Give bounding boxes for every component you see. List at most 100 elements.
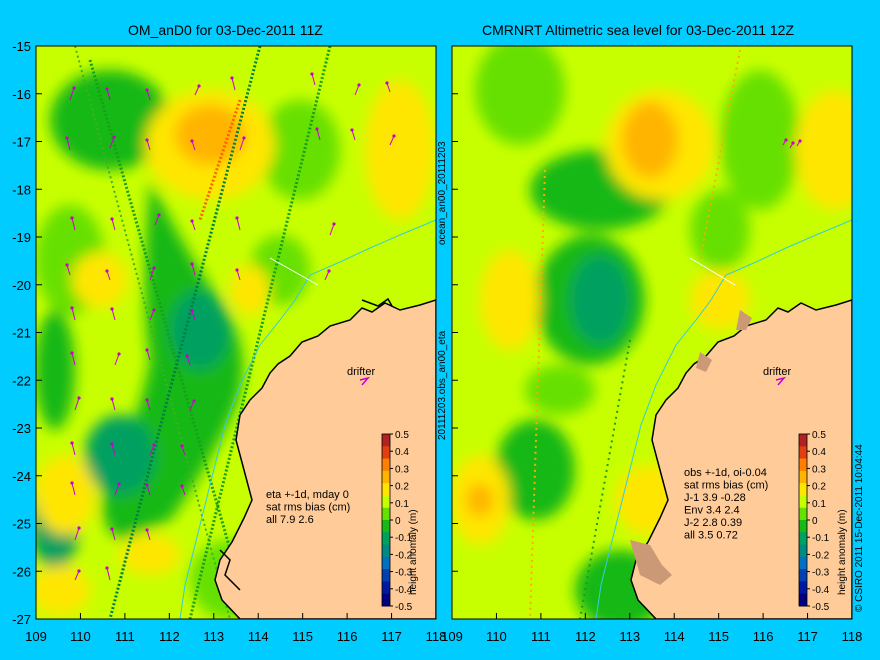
colorbar-swatch [382, 593, 390, 607]
colorbar-swatch [382, 495, 390, 509]
colorbar-swatch [799, 446, 807, 460]
lat-tick-label: -19 [12, 230, 31, 245]
left-lon-tick-label: 115 [292, 629, 313, 644]
colorbar-swatch [382, 532, 390, 546]
info-line: obs +-1d, oi-0.04 [684, 467, 767, 479]
colorbar-tick-label: 0.2 [395, 482, 409, 493]
left-lon-tick-label: 116 [337, 629, 358, 644]
lat-tick-label: -16 [12, 87, 31, 102]
colorbar-tick-label: -0.1 [395, 533, 413, 544]
colorbar-swatch [799, 532, 807, 546]
right-lon-tick-label: 115 [708, 629, 729, 644]
colorbar-tick-label: -0.5 [812, 602, 830, 613]
right-lon-tick-label: 113 [619, 629, 640, 644]
left-lon-tick-label: 118 [426, 629, 447, 644]
right-lon-tick-label: 117 [797, 629, 818, 644]
right-colorbar-label: height anomaly (m) [837, 509, 848, 595]
lat-tick-label: -27 [12, 612, 31, 627]
colorbar-swatch [799, 520, 807, 533]
colorbar-tick-label: 0.4 [395, 447, 409, 458]
left-land-mass [214, 299, 436, 619]
colorbar-swatch [799, 434, 807, 447]
colorbar-swatch [799, 556, 807, 570]
colorbar-tick-label: 0 [812, 516, 818, 527]
left-lon-tick-label: 113 [203, 629, 224, 644]
lat-tick-label: -20 [12, 278, 31, 293]
right-map-panel [452, 46, 852, 619]
right-lon-tick-label: 110 [486, 629, 507, 644]
colorbar-swatch [382, 507, 390, 521]
right-lon-tick-label: 118 [842, 629, 863, 644]
colorbar-tick-label: -0.4 [812, 585, 830, 596]
left-map-panel [36, 46, 436, 619]
colorbar-swatch [382, 544, 390, 558]
right-drifter-vectors [782, 138, 802, 149]
lat-tick-label: -22 [12, 373, 31, 388]
info-line: sat rms bias (cm) [266, 502, 350, 514]
right-lon-tick-label: 112 [575, 629, 596, 644]
lat-tick-label: -26 [12, 564, 31, 579]
colorbar-swatch [799, 593, 807, 607]
colorbar-swatch [382, 569, 390, 582]
lat-tick-label: -24 [12, 469, 31, 484]
info-line: all 3.5 0.72 [684, 530, 738, 542]
colorbar-swatch [799, 470, 807, 484]
colorbar-tick-label: -0.2 [395, 550, 413, 561]
middle-bottom-side-label: 20111203.obs_an00_eta [437, 330, 448, 440]
lat-tick-label: -15 [12, 39, 31, 54]
colorbar-swatch [382, 446, 390, 460]
left-lon-tick-label: 117 [381, 629, 402, 644]
info-line: sat rms bias (cm) [684, 480, 768, 492]
colorbar-swatch [799, 569, 807, 582]
colorbar-swatch [799, 495, 807, 509]
info-line: J-2 2.8 0.39 [684, 517, 742, 529]
right-lon-tick-label: 111 [531, 629, 551, 644]
colorbar-tick-label: 0.3 [812, 464, 826, 475]
colorbar-swatch [382, 434, 390, 447]
left-lon-tick-label: 110 [70, 629, 91, 644]
right-lon-tick-label: 114 [664, 629, 685, 644]
left-lon-tick-label: 111 [115, 629, 135, 644]
colorbar-tick-label: 0.1 [395, 499, 409, 510]
right-drifter-label: drifter [763, 366, 791, 378]
info-line: eta +-1d, mday 0 [266, 489, 349, 501]
colorbar-swatch [382, 470, 390, 484]
colorbar-tick-label: 0.5 [812, 430, 826, 441]
info-line: Env 3.4 2.4 [684, 505, 740, 517]
colorbar-tick-label: -0.3 [395, 568, 413, 579]
colorbar-tick-label: -0.4 [395, 585, 413, 596]
colorbar-swatch [799, 458, 807, 472]
left-colorbar-label: height anomaly (m) [408, 509, 419, 595]
middle-top-side-label: ocean_an00_20111203 [437, 141, 448, 245]
colorbar-tick-label: 0.2 [812, 482, 826, 493]
left-lon-tick-label: 114 [248, 629, 269, 644]
colorbar-tick-label: 0.1 [812, 499, 826, 510]
left-panel-title: OM_anD0 for 03-Dec-2011 11Z [128, 22, 323, 38]
colorbar-tick-label: -0.2 [812, 550, 830, 561]
colorbar-swatch [799, 544, 807, 558]
left-drifter-vectors [65, 72, 396, 581]
colorbar-tick-label: 0.4 [812, 447, 826, 458]
colorbar-swatch [382, 556, 390, 570]
left-lon-tick-label: 112 [159, 629, 180, 644]
colorbar-tick-label: -0.5 [395, 602, 413, 613]
copyright-label: © CSIRO 2011 15-Dec-2011 10:04:44 [854, 444, 865, 612]
info-line: all 7.9 2.6 [266, 514, 314, 526]
colorbar-tick-label: -0.3 [812, 568, 830, 579]
colorbar-tick-label: 0 [395, 516, 401, 527]
colorbar-tick-label: -0.1 [812, 533, 830, 544]
right-lon-tick-label: 109 [441, 629, 463, 644]
left-anomaly-field [36, 70, 435, 619]
colorbar-swatch [799, 581, 807, 595]
colorbar-swatch [382, 483, 390, 496]
colorbar-tick-label: 0.5 [395, 430, 409, 441]
left-colorbar: 0.5 0.4 0.3 0.2 0.1 0 -0.1 -0.2 -0.3 -0.4 -0.5 [381, 430, 413, 613]
colorbar-swatch [382, 520, 390, 533]
left-drifter-label: drifter [347, 366, 375, 378]
colorbar-swatch [382, 458, 390, 472]
left-lon-tick-label: 109 [25, 629, 47, 644]
info-line: J-1 3.9 -0.28 [684, 492, 746, 504]
